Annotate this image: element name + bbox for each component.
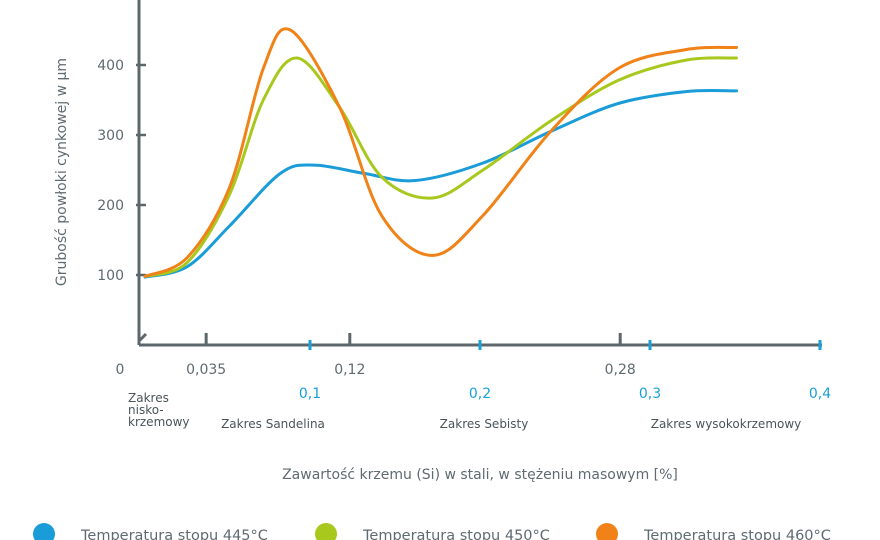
range-label: Zakres Sandelina bbox=[221, 417, 325, 431]
legend-marker-1 bbox=[33, 523, 55, 540]
legend-label-3: Temperatura stopu 460°C bbox=[643, 528, 831, 540]
y-axis-title: Grubość powłoki cynkowej w µm bbox=[54, 58, 70, 286]
y-tick-label: 200 bbox=[97, 198, 124, 214]
y-tick-label: 400 bbox=[97, 58, 124, 74]
legend-label-1: Temperatura stopu 445°C bbox=[80, 528, 268, 540]
series-line-3 bbox=[143, 27, 738, 278]
x-tick-label-blue: 0,4 bbox=[809, 386, 831, 402]
x-axis-title: Zawartość krzemu (Si) w stali, w stężeni… bbox=[282, 467, 678, 483]
y-tick-label: 100 bbox=[97, 268, 124, 284]
range-label: Zakres Sebisty bbox=[440, 417, 529, 431]
x-tick-label-dark: 0,28 bbox=[605, 362, 636, 378]
range-label: Zakres wysokokrzemowy bbox=[651, 417, 802, 431]
x-tick-label-dark: 0 bbox=[116, 362, 125, 378]
x-tick-label-blue: 0,2 bbox=[469, 386, 491, 402]
legend-label-2: Temperatura stopu 450°C bbox=[362, 528, 550, 540]
legend-marker-3 bbox=[596, 523, 618, 540]
axis-break-mark bbox=[137, 332, 148, 343]
x-tick-label-blue: 0,1 bbox=[299, 386, 321, 402]
range-label: Zakres bbox=[128, 391, 169, 405]
y-tick-label: 300 bbox=[97, 128, 124, 144]
x-tick-label-dark: 0,12 bbox=[334, 362, 365, 378]
y-tick-label: 500 bbox=[97, 0, 124, 4]
x-tick-label-blue: 0,3 bbox=[639, 386, 661, 402]
range-label: nisko- bbox=[128, 403, 164, 417]
series-line-1 bbox=[143, 88, 738, 279]
range-label: krzemowy bbox=[128, 415, 190, 429]
legend-marker-2 bbox=[315, 523, 337, 540]
x-tick-label-dark: 0,035 bbox=[186, 362, 226, 378]
series-line-2 bbox=[143, 56, 738, 278]
